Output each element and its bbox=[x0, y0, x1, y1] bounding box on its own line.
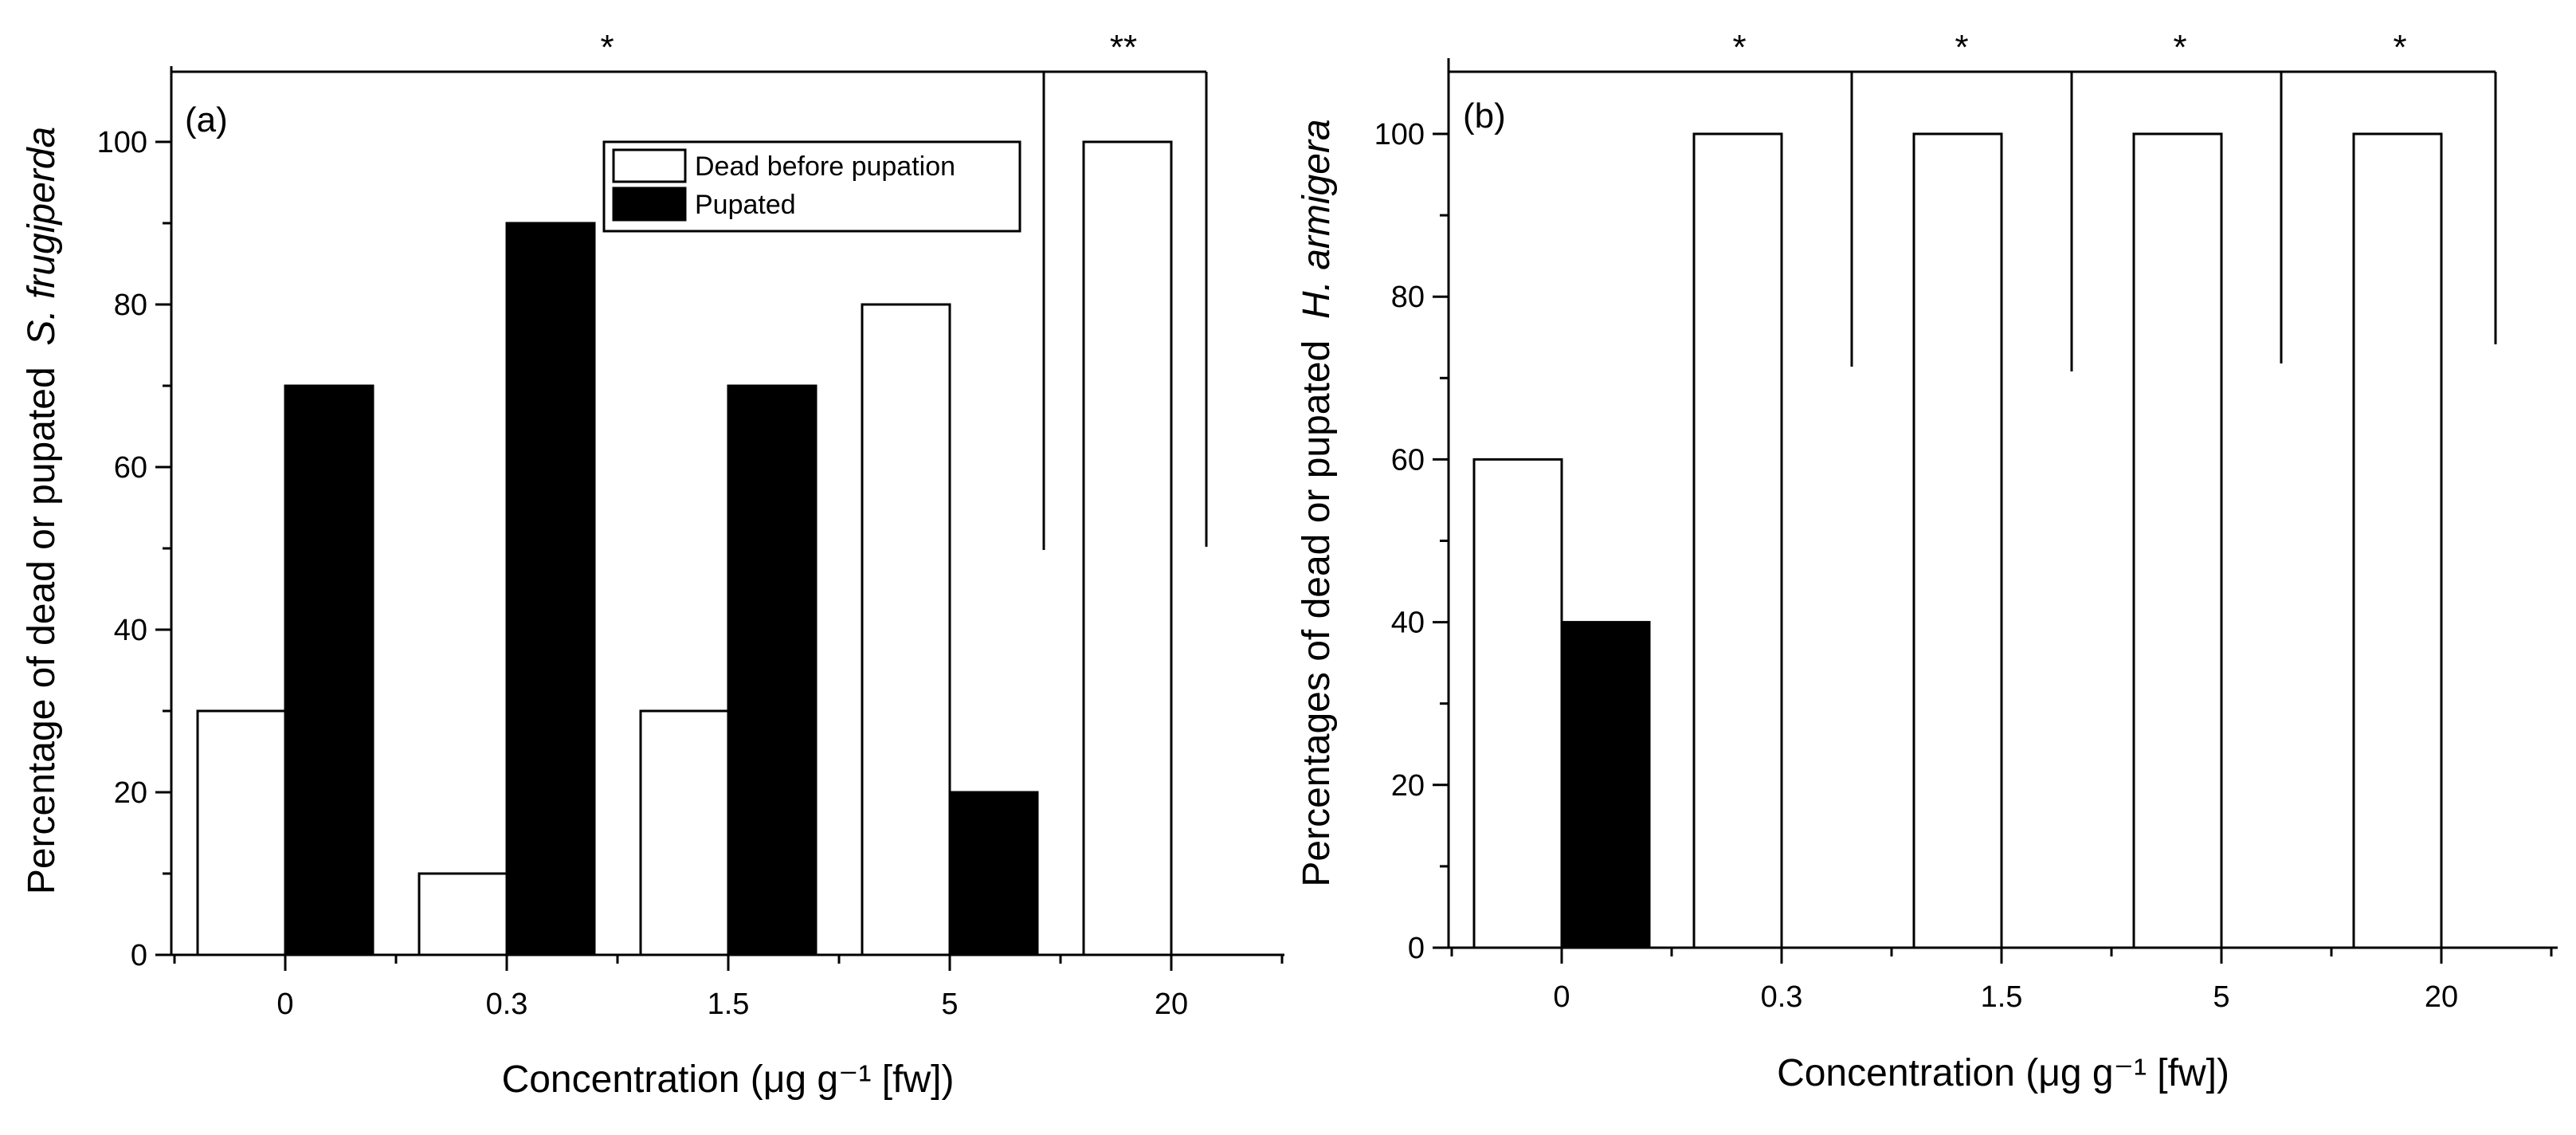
y-tick-label: 20 bbox=[1391, 769, 1425, 803]
y-axis-title: Percentages of dead or pupated H. armige… bbox=[1296, 119, 1338, 886]
y-tick-label: 0 bbox=[131, 939, 147, 972]
bar-dead-0 bbox=[196, 709, 287, 956]
y-tick-label: 40 bbox=[114, 614, 147, 647]
significance-marker: ** bbox=[1110, 28, 1137, 67]
bar-dead-20 bbox=[2352, 132, 2443, 949]
y-tick-label: 100 bbox=[1374, 118, 1425, 151]
y-tick-label: 0 bbox=[1408, 932, 1425, 965]
x-axis-title: Concentration (μg g⁻¹ [fw]) bbox=[502, 1058, 955, 1101]
x-tick-label: 0.3 bbox=[486, 988, 528, 1021]
x-tick-label: 0.3 bbox=[1761, 980, 1803, 1014]
bar-dead-20 bbox=[1082, 140, 1173, 956]
y-axis-title: Percentage of dead or pupated S. frugipe… bbox=[21, 127, 63, 894]
bar-pupated-5 bbox=[948, 791, 1039, 956]
y-axis-title-text: Percentages of dead or pupated bbox=[1296, 319, 1338, 887]
significance-marker: * bbox=[1955, 28, 1968, 67]
x-tick-label: 5 bbox=[2213, 980, 2229, 1014]
y-tick-label: 80 bbox=[114, 289, 147, 322]
bar-pupated-1.5 bbox=[727, 384, 817, 956]
y-axis-title-text: Percentage of dead or pupated bbox=[21, 346, 63, 895]
legend: Dead before pupation Pupated bbox=[602, 140, 1021, 233]
x-tick-label: 1.5 bbox=[708, 988, 750, 1021]
bar-pupated-0 bbox=[1560, 621, 1651, 949]
y-tick-label: 100 bbox=[97, 126, 147, 159]
x-tick-label: 0 bbox=[1553, 980, 1570, 1014]
bar-dead-0.3 bbox=[1692, 132, 1783, 949]
x-axis-title: Concentration (μg g⁻¹ [fw]) bbox=[1777, 1052, 2229, 1094]
bar-dead-5 bbox=[861, 303, 951, 956]
y-tick-label: 20 bbox=[114, 776, 147, 810]
y-axis-title-species: H. armigera bbox=[1296, 119, 1338, 319]
bar-dead-1.5 bbox=[1912, 132, 2003, 949]
bar-dead-1.5 bbox=[639, 709, 730, 956]
x-tick-label: 20 bbox=[2425, 980, 2458, 1014]
y-tick-label: 60 bbox=[1391, 443, 1425, 477]
x-tick-label: 5 bbox=[941, 988, 958, 1021]
bar-dead-0 bbox=[1472, 458, 1563, 949]
y-tick-label: 80 bbox=[1391, 281, 1425, 314]
panel-b: 0 20 40 60 80 100 0 0.3 1.5 5 20 (b) Concentration (… bbox=[1296, 28, 2558, 1094]
legend-swatch-dead bbox=[612, 148, 687, 183]
y-axis-title-species: S. frugiperda bbox=[21, 127, 63, 346]
significance-marker: * bbox=[600, 28, 614, 67]
panel-label: (a) bbox=[185, 100, 228, 139]
bar-pupated-0 bbox=[284, 384, 374, 956]
significance-marker: * bbox=[2173, 28, 2186, 67]
bar-dead-5 bbox=[2132, 132, 2223, 949]
bar-dead-0.3 bbox=[418, 872, 508, 956]
legend-swatch-pupated bbox=[612, 187, 687, 222]
bar-pupated-0.3 bbox=[505, 222, 596, 956]
panel-label: (b) bbox=[1463, 96, 1506, 135]
legend-label-dead: Dead before pupation bbox=[695, 151, 955, 182]
x-tick-label: 0 bbox=[276, 988, 293, 1021]
significance-marker: * bbox=[1732, 28, 1746, 67]
x-tick-label: 1.5 bbox=[1981, 980, 2023, 1014]
legend-label-pupated: Pupated bbox=[695, 190, 796, 220]
y-tick-label: 60 bbox=[114, 451, 147, 485]
panel-a: 0 20 40 60 80 100 0 0.3 1.5 5 20 (a) Concentration (… bbox=[21, 28, 1284, 1101]
significance-marker: * bbox=[2393, 28, 2406, 67]
x-tick-label: 20 bbox=[1155, 988, 1188, 1021]
y-tick-label: 40 bbox=[1391, 607, 1425, 640]
